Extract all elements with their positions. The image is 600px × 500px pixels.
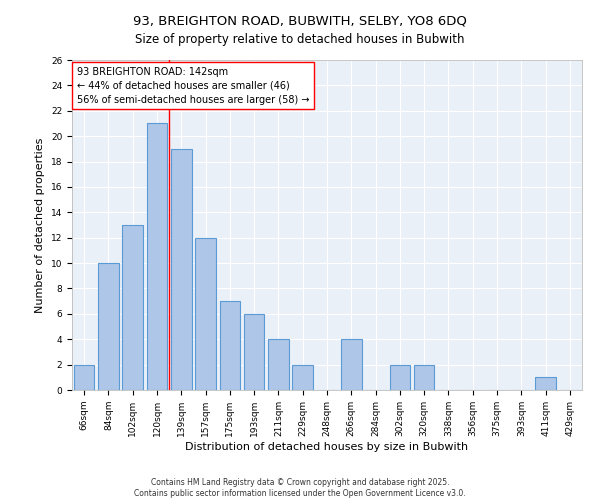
Text: 93 BREIGHTON ROAD: 142sqm
← 44% of detached houses are smaller (46)
56% of semi-: 93 BREIGHTON ROAD: 142sqm ← 44% of detac… [77, 66, 310, 104]
Bar [414, 364, 434, 390]
Bar [146, 124, 167, 390]
Bar [535, 378, 556, 390]
Bar [122, 225, 143, 390]
Bar [195, 238, 216, 390]
Text: 93, BREIGHTON ROAD, BUBWITH, SELBY, YO8 6DQ: 93, BREIGHTON ROAD, BUBWITH, SELBY, YO8 … [133, 15, 467, 28]
Text: Contains HM Land Registry data © Crown copyright and database right 2025.
Contai: Contains HM Land Registry data © Crown c… [134, 478, 466, 498]
Bar [292, 364, 313, 390]
Y-axis label: Number of detached properties: Number of detached properties [35, 138, 45, 312]
Bar [171, 149, 191, 390]
Bar [74, 364, 94, 390]
Bar [389, 364, 410, 390]
Bar [268, 339, 289, 390]
Bar [220, 301, 240, 390]
X-axis label: Distribution of detached houses by size in Bubwith: Distribution of detached houses by size … [185, 442, 469, 452]
Bar [244, 314, 265, 390]
Bar [98, 263, 119, 390]
Bar [341, 339, 362, 390]
Text: Size of property relative to detached houses in Bubwith: Size of property relative to detached ho… [135, 32, 465, 46]
